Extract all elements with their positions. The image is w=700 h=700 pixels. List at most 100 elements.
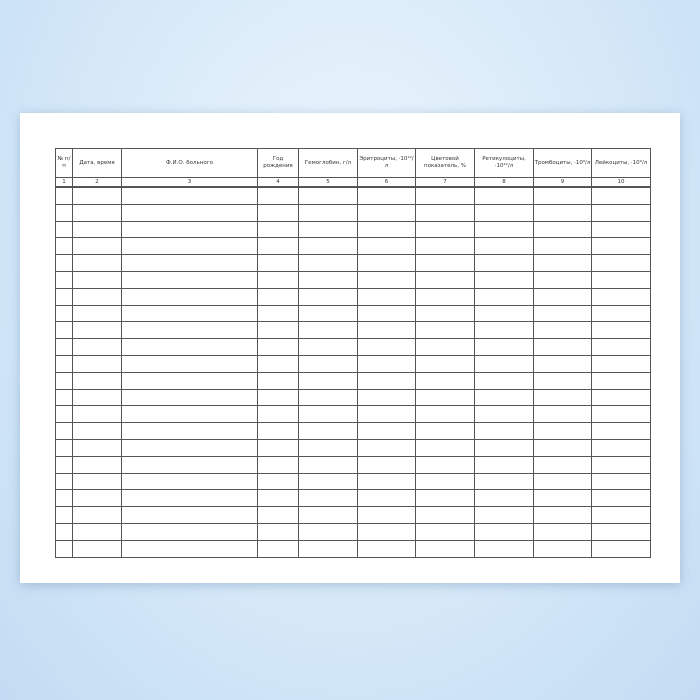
table-cell[interactable] (298, 506, 358, 524)
table-cell[interactable] (55, 304, 73, 323)
table-cell[interactable] (298, 422, 358, 440)
table-cell[interactable] (591, 489, 651, 508)
table-cell[interactable] (591, 388, 651, 407)
table-cell[interactable] (121, 254, 258, 272)
table-cell[interactable] (591, 220, 651, 239)
table-cell[interactable] (257, 203, 299, 222)
table-cell[interactable] (415, 388, 475, 407)
table-cell[interactable] (257, 489, 299, 508)
table-cell[interactable] (474, 388, 534, 407)
table-cell[interactable] (257, 405, 299, 424)
table-cell[interactable] (357, 472, 416, 491)
table-cell[interactable] (533, 472, 592, 491)
table-cell[interactable] (357, 371, 416, 390)
table-cell[interactable] (533, 506, 592, 524)
table-cell[interactable] (415, 186, 475, 205)
table-cell[interactable] (357, 455, 416, 474)
table-cell[interactable] (257, 270, 299, 289)
table-cell[interactable] (533, 220, 592, 239)
table-cell[interactable] (257, 371, 299, 390)
table-cell[interactable] (72, 506, 122, 524)
table-cell[interactable] (533, 371, 592, 390)
table-cell[interactable] (55, 186, 73, 205)
table-cell[interactable] (591, 287, 651, 306)
table-cell[interactable] (298, 237, 358, 256)
table-cell[interactable] (298, 455, 358, 474)
table-cell[interactable] (72, 338, 122, 356)
table-cell[interactable] (415, 237, 475, 256)
table-cell[interactable] (591, 304, 651, 323)
table-cell[interactable] (474, 354, 534, 373)
table-cell[interactable] (357, 304, 416, 323)
table-cell[interactable] (72, 354, 122, 373)
table-cell[interactable] (55, 203, 73, 222)
table-cell[interactable] (533, 338, 592, 356)
table-cell[interactable] (257, 338, 299, 356)
table-cell[interactable] (415, 338, 475, 356)
table-cell[interactable] (257, 220, 299, 239)
table-cell[interactable] (298, 371, 358, 390)
table-cell[interactable] (55, 354, 73, 373)
table-cell[interactable] (415, 506, 475, 524)
table-cell[interactable] (72, 455, 122, 474)
table-cell[interactable] (415, 287, 475, 306)
table-cell[interactable] (298, 220, 358, 239)
table-cell[interactable] (474, 539, 534, 558)
table-cell[interactable] (257, 287, 299, 306)
table-cell[interactable] (121, 237, 258, 256)
table-cell[interactable] (72, 371, 122, 390)
table-cell[interactable] (121, 388, 258, 407)
table-cell[interactable] (298, 405, 358, 424)
table-cell[interactable] (72, 405, 122, 424)
table-cell[interactable] (121, 506, 258, 524)
table-cell[interactable] (533, 388, 592, 407)
table-cell[interactable] (415, 203, 475, 222)
table-cell[interactable] (121, 338, 258, 356)
table-cell[interactable] (357, 438, 416, 457)
table-cell[interactable] (591, 506, 651, 524)
table-cell[interactable] (72, 388, 122, 407)
table-cell[interactable] (591, 321, 651, 340)
table-cell[interactable] (357, 354, 416, 373)
table-cell[interactable] (298, 354, 358, 373)
table-cell[interactable] (257, 388, 299, 407)
table-cell[interactable] (533, 270, 592, 289)
table-cell[interactable] (474, 287, 534, 306)
table-cell[interactable] (591, 338, 651, 356)
table-cell[interactable] (257, 506, 299, 524)
table-cell[interactable] (415, 539, 475, 558)
table-cell[interactable] (121, 472, 258, 491)
table-cell[interactable] (55, 455, 73, 474)
table-cell[interactable] (415, 371, 475, 390)
table-cell[interactable] (591, 472, 651, 491)
table-cell[interactable] (121, 220, 258, 239)
table-cell[interactable] (298, 388, 358, 407)
table-cell[interactable] (55, 220, 73, 239)
table-cell[interactable] (257, 237, 299, 256)
table-cell[interactable] (72, 254, 122, 272)
table-cell[interactable] (357, 287, 416, 306)
table-cell[interactable] (533, 321, 592, 340)
table-cell[interactable] (474, 405, 534, 424)
table-cell[interactable] (121, 438, 258, 457)
table-cell[interactable] (357, 338, 416, 356)
table-cell[interactable] (474, 254, 534, 272)
table-cell[interactable] (55, 338, 73, 356)
table-cell[interactable] (72, 522, 122, 541)
table-cell[interactable] (298, 186, 358, 205)
table-cell[interactable] (55, 270, 73, 289)
table-cell[interactable] (257, 321, 299, 340)
table-cell[interactable] (72, 270, 122, 289)
table-cell[interactable] (591, 539, 651, 558)
table-cell[interactable] (533, 254, 592, 272)
table-cell[interactable] (298, 522, 358, 541)
table-cell[interactable] (533, 422, 592, 440)
table-cell[interactable] (474, 220, 534, 239)
table-cell[interactable] (72, 237, 122, 256)
table-cell[interactable] (72, 220, 122, 239)
table-cell[interactable] (257, 422, 299, 440)
table-cell[interactable] (121, 321, 258, 340)
table-cell[interactable] (474, 455, 534, 474)
table-cell[interactable] (533, 405, 592, 424)
table-cell[interactable] (357, 237, 416, 256)
